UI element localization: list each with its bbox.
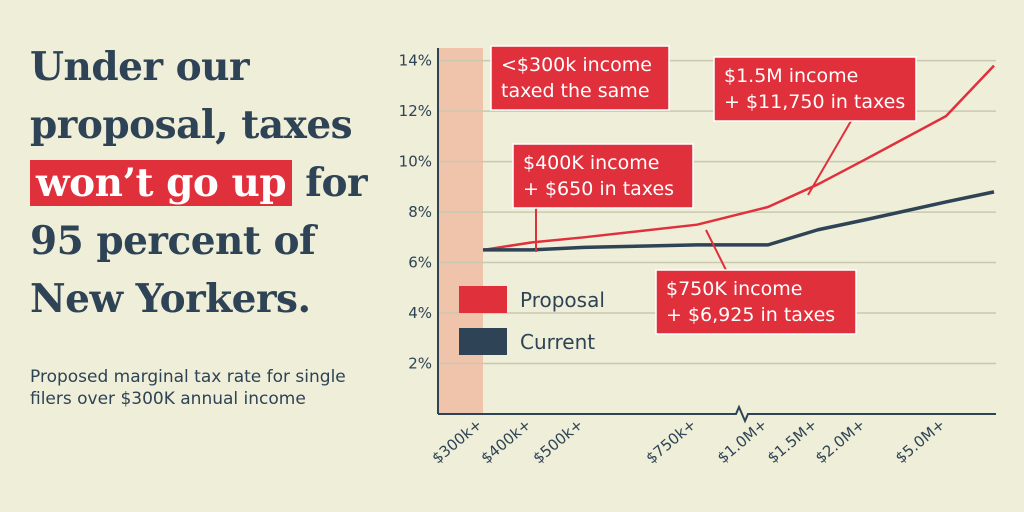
annotation-text: $400K income	[523, 152, 659, 174]
shaded-band-under-300k	[439, 48, 483, 414]
x-tick-label: $1.5M+	[764, 415, 821, 467]
x-tick-label: $5.0M+	[892, 415, 949, 467]
annotation-text: + $6,925 in taxes	[666, 304, 835, 326]
y-tick-label: 4%	[408, 304, 432, 322]
x-tick-label: $1.0M+	[714, 415, 771, 467]
annotation-text: $750K income	[666, 278, 802, 300]
annotation-text: + $11,750 in taxes	[724, 91, 905, 113]
annotation-leader-line	[705, 229, 727, 271]
y-tick-label: 12%	[399, 102, 432, 120]
y-tick-label: 14%	[399, 52, 432, 70]
headline-part-2: for 95 percent of New Yorkers.	[30, 160, 368, 322]
x-tick-label: $300k+	[428, 415, 485, 467]
annotation-text: taxed the same	[501, 80, 650, 102]
annotation-box	[713, 56, 917, 122]
legend-label: Proposal	[520, 288, 605, 312]
x-tick-label: $750k+	[642, 415, 699, 467]
x-tick-label: $2.0M+	[812, 415, 869, 467]
legend-swatch	[459, 286, 507, 313]
y-tick-label: 8%	[408, 203, 432, 221]
headline-part-1: Under our proposal, taxes	[30, 44, 353, 148]
headline-highlight: won’t go up	[30, 160, 293, 206]
annotation-text: + $650 in taxes	[523, 178, 674, 200]
headline: Under our proposal, taxes won’t go up for…	[30, 38, 402, 328]
annotation-box	[512, 143, 694, 209]
series-line-proposal	[482, 64, 995, 252]
annotation-text: <$300k income	[501, 54, 652, 76]
x-tick-label: $500k+	[529, 415, 586, 467]
y-tick-label: 6%	[408, 254, 432, 272]
y-tick-label: 2%	[408, 355, 432, 373]
series-line-current	[483, 190, 995, 252]
annotation-box	[655, 269, 857, 335]
legend-label: Current	[520, 330, 595, 354]
chart-subtitle: Proposed marginal tax rate for single fi…	[30, 367, 346, 409]
legend-swatch	[459, 328, 507, 355]
y-tick-label: 10%	[399, 153, 432, 171]
x-axis-with-break	[438, 404, 996, 424]
annotation-leader-line	[807, 120, 852, 196]
x-tick-label: $400k+	[477, 415, 534, 467]
annotation-box	[490, 45, 670, 111]
annotation-text: $1.5M income	[724, 65, 858, 87]
